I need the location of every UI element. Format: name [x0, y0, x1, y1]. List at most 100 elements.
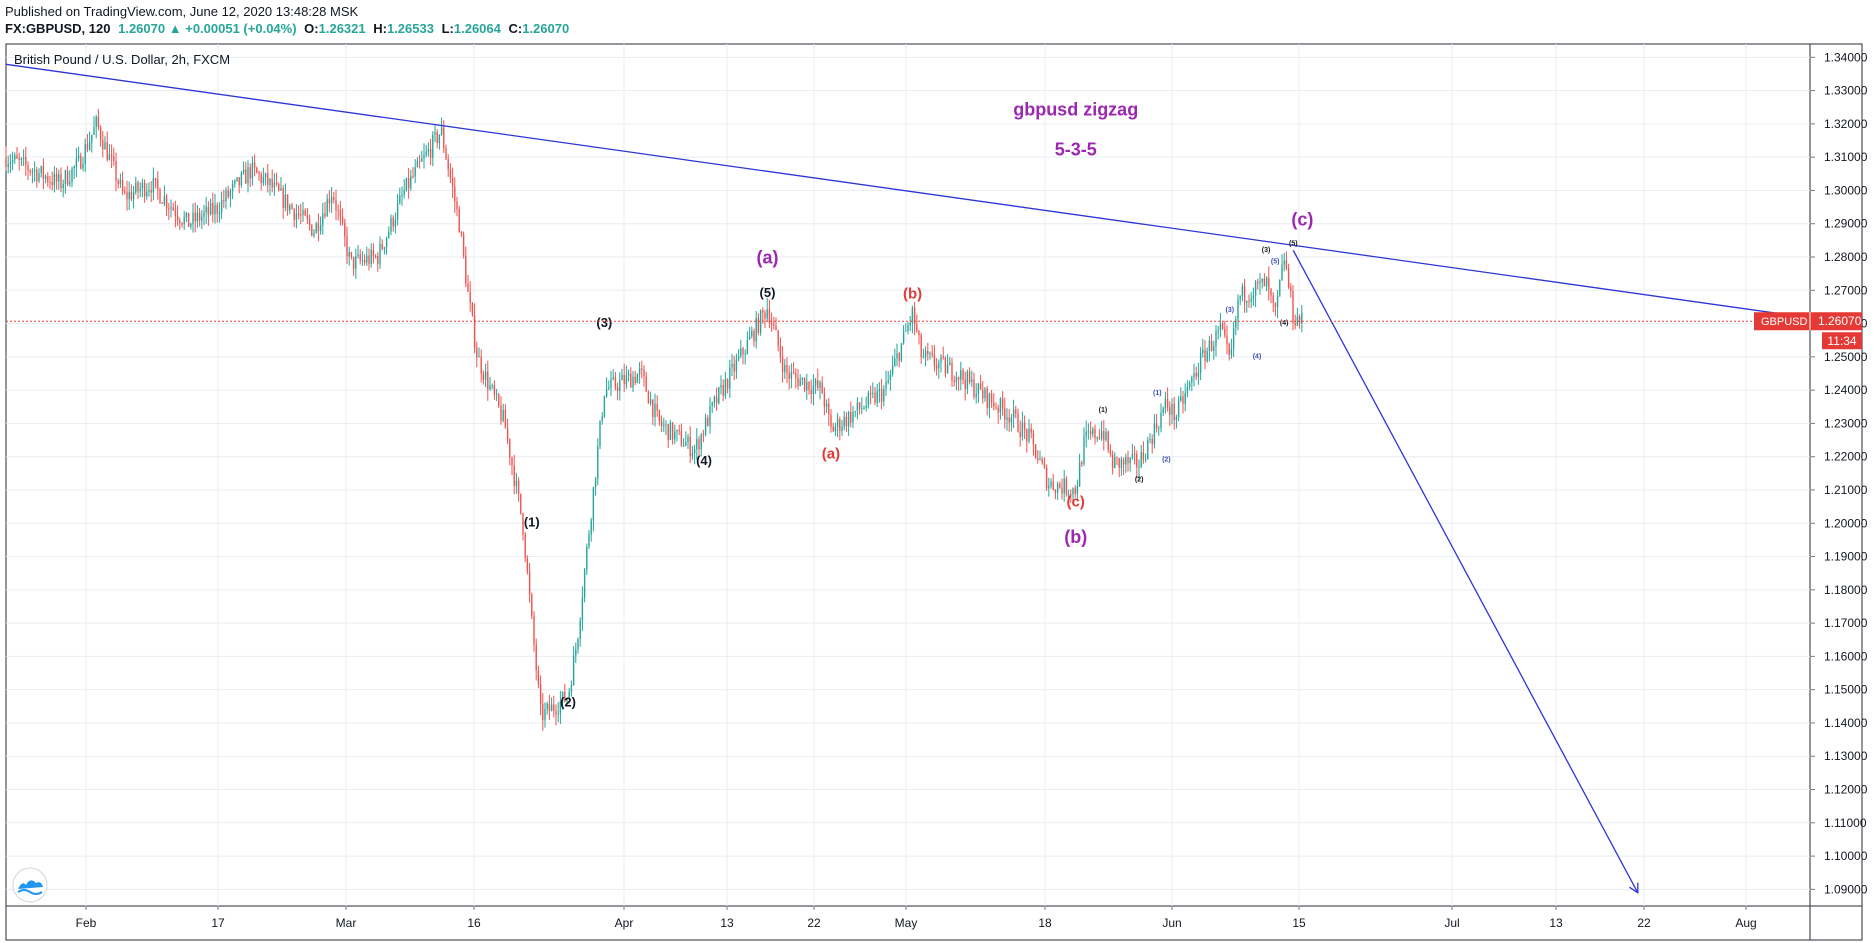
tradingview-logo-icon[interactable]	[12, 867, 48, 903]
candle-body	[841, 426, 843, 432]
close-label: C:	[508, 21, 523, 36]
candle-body	[300, 214, 302, 216]
candle-body	[7, 164, 9, 168]
candle-body	[1171, 403, 1173, 415]
candle-body	[432, 134, 434, 158]
chart-title: British Pound / U.S. Dollar, 2h, FXCM	[14, 52, 230, 67]
candle-body	[379, 243, 381, 265]
candle-body	[819, 382, 821, 389]
candle-body	[517, 480, 520, 494]
wave-label: (5)	[1271, 259, 1280, 266]
candle-body	[790, 372, 793, 379]
candle-body	[198, 212, 201, 221]
candle-body	[1195, 373, 1197, 377]
candle-body	[207, 206, 210, 215]
candle-body	[71, 168, 73, 182]
candle-body	[852, 411, 854, 423]
wave-label: (2)	[1135, 477, 1144, 484]
candle-body	[1131, 453, 1134, 458]
candle-body	[326, 198, 328, 217]
candle-body	[900, 343, 903, 361]
candle-body	[984, 388, 986, 399]
candle-body	[249, 167, 251, 179]
candle-body	[476, 347, 478, 358]
candle-body	[621, 374, 623, 381]
candle-body	[1235, 319, 1237, 328]
candle-body	[1261, 278, 1263, 282]
price-tick-label: 1.29000	[1824, 217, 1868, 231]
candle-body	[843, 416, 845, 427]
time-tick-label: Feb	[76, 916, 97, 930]
price-tick-label: 1.12000	[1824, 783, 1868, 797]
wave-label: (4)	[1280, 320, 1289, 327]
candle-body	[990, 393, 993, 403]
candle-body	[1017, 413, 1019, 432]
candle-body	[216, 205, 218, 214]
candle-body	[1228, 343, 1230, 355]
candle-body	[564, 691, 566, 702]
candle-body	[1294, 323, 1296, 326]
candle-body	[823, 393, 826, 407]
candle-body	[718, 387, 720, 404]
candle-body	[680, 431, 683, 446]
candle-body	[1224, 329, 1226, 336]
candle-body	[566, 698, 568, 702]
candle-body	[260, 174, 262, 184]
candle-body	[685, 442, 687, 446]
candle-body	[515, 480, 518, 486]
candle-body	[374, 256, 377, 258]
candle-body	[179, 219, 181, 223]
candle-body	[993, 402, 995, 408]
candle-body	[641, 368, 643, 370]
last-price-label: GBPUSD 1.26070 11:34	[6, 312, 1862, 350]
candle-body	[11, 159, 14, 163]
candle-body	[711, 402, 713, 406]
candle-body	[119, 180, 122, 184]
candle-body	[867, 392, 870, 406]
candle-body	[1070, 494, 1072, 496]
candle-body	[306, 215, 309, 220]
candle-body	[33, 170, 36, 172]
wave-label: (5)	[1289, 240, 1298, 247]
candle-body	[682, 445, 685, 447]
candle-body	[370, 249, 372, 265]
candle-body	[929, 353, 931, 355]
candle-body	[1114, 457, 1116, 469]
candle-body	[1219, 323, 1222, 331]
candle-body	[594, 478, 597, 488]
candle-body	[872, 392, 874, 394]
candle-body	[467, 283, 469, 292]
candle-body	[797, 377, 799, 387]
candle-body	[449, 169, 452, 179]
resistance-trendline[interactable]	[5, 63, 1811, 319]
candle-body	[344, 222, 346, 237]
candle-body	[271, 178, 273, 188]
candle-body	[614, 377, 617, 388]
candle-body	[352, 256, 355, 269]
candle-body	[1215, 330, 1217, 347]
projection-arrow-line[interactable]	[1292, 250, 1639, 893]
candle-body	[817, 380, 819, 389]
wave-label: (c)	[1291, 209, 1313, 229]
candle-body	[665, 424, 667, 426]
price-tick-label: 1.09000	[1824, 882, 1868, 896]
candle-body	[889, 374, 892, 381]
candle-body	[667, 424, 669, 441]
candle-body	[570, 685, 573, 692]
candle-body	[810, 390, 812, 395]
time-tick-label: Jun	[1162, 916, 1181, 930]
candle-body	[1180, 396, 1182, 401]
candle-body	[1122, 459, 1125, 465]
candle-body	[139, 188, 141, 192]
trendlines[interactable]	[5, 63, 1811, 894]
candle-body	[674, 431, 676, 440]
candle-body	[73, 166, 75, 169]
candle-body	[1039, 459, 1041, 461]
candle-body	[608, 387, 610, 389]
candle-body	[394, 219, 397, 227]
candle-body	[931, 353, 933, 355]
candle-body	[44, 176, 47, 179]
candle-body	[163, 196, 166, 204]
candle-body	[333, 197, 335, 200]
